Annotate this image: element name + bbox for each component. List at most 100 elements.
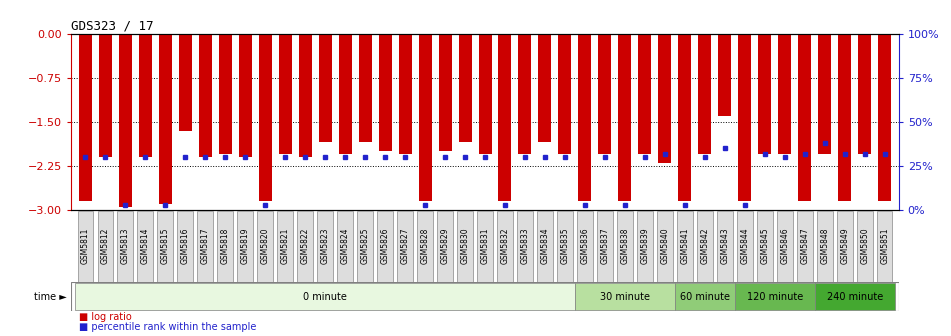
Text: GSM5811: GSM5811 bbox=[81, 228, 89, 264]
Text: GSM5814: GSM5814 bbox=[141, 228, 149, 264]
FancyBboxPatch shape bbox=[298, 211, 313, 282]
Text: GSM5848: GSM5848 bbox=[821, 228, 829, 264]
Bar bbox=[199, 34, 212, 157]
Bar bbox=[79, 34, 92, 201]
Text: GSM5850: GSM5850 bbox=[861, 228, 869, 264]
FancyBboxPatch shape bbox=[497, 211, 513, 282]
Bar bbox=[478, 34, 492, 154]
FancyBboxPatch shape bbox=[477, 211, 493, 282]
Bar bbox=[418, 34, 432, 201]
Text: GSM5851: GSM5851 bbox=[881, 228, 889, 264]
Bar bbox=[698, 34, 711, 154]
Text: GSM5839: GSM5839 bbox=[640, 228, 650, 264]
FancyBboxPatch shape bbox=[517, 211, 533, 282]
Text: GSM5815: GSM5815 bbox=[161, 228, 169, 264]
Text: GSM5826: GSM5826 bbox=[380, 228, 390, 264]
Bar bbox=[159, 34, 172, 204]
FancyBboxPatch shape bbox=[98, 211, 113, 282]
Text: GSM5840: GSM5840 bbox=[660, 228, 670, 264]
Text: GSM5823: GSM5823 bbox=[320, 228, 330, 264]
Bar bbox=[518, 34, 532, 154]
FancyBboxPatch shape bbox=[577, 211, 592, 282]
FancyBboxPatch shape bbox=[238, 211, 253, 282]
FancyBboxPatch shape bbox=[198, 211, 213, 282]
Bar bbox=[378, 34, 392, 151]
FancyBboxPatch shape bbox=[537, 211, 553, 282]
Bar bbox=[758, 34, 771, 154]
FancyBboxPatch shape bbox=[358, 211, 373, 282]
Text: GSM5844: GSM5844 bbox=[740, 228, 749, 264]
Text: GDS323 / 17: GDS323 / 17 bbox=[71, 19, 154, 33]
Text: 0 minute: 0 minute bbox=[303, 292, 347, 301]
FancyBboxPatch shape bbox=[118, 211, 133, 282]
FancyBboxPatch shape bbox=[597, 211, 612, 282]
Text: GSM5845: GSM5845 bbox=[760, 228, 769, 264]
Bar bbox=[359, 34, 372, 142]
Bar bbox=[219, 34, 232, 154]
Text: 60 minute: 60 minute bbox=[680, 292, 729, 301]
Text: GSM5847: GSM5847 bbox=[801, 228, 809, 264]
Bar bbox=[279, 34, 292, 154]
Text: time ►: time ► bbox=[34, 292, 67, 301]
Bar bbox=[339, 34, 352, 154]
Text: GSM5825: GSM5825 bbox=[360, 228, 370, 264]
FancyBboxPatch shape bbox=[278, 211, 293, 282]
FancyBboxPatch shape bbox=[617, 211, 632, 282]
Text: GSM5813: GSM5813 bbox=[121, 228, 129, 264]
FancyBboxPatch shape bbox=[637, 211, 652, 282]
Text: GSM5820: GSM5820 bbox=[261, 228, 270, 264]
FancyBboxPatch shape bbox=[178, 211, 193, 282]
Bar bbox=[119, 34, 132, 207]
Text: GSM5830: GSM5830 bbox=[460, 228, 470, 264]
Text: GSM5836: GSM5836 bbox=[580, 228, 590, 264]
Text: GSM5849: GSM5849 bbox=[841, 228, 849, 264]
Text: GSM5831: GSM5831 bbox=[480, 228, 490, 264]
FancyBboxPatch shape bbox=[457, 211, 473, 282]
Bar bbox=[558, 34, 572, 154]
FancyBboxPatch shape bbox=[797, 211, 812, 282]
Text: GSM5816: GSM5816 bbox=[181, 228, 190, 264]
FancyBboxPatch shape bbox=[378, 211, 393, 282]
Text: GSM5838: GSM5838 bbox=[620, 228, 630, 264]
FancyBboxPatch shape bbox=[737, 211, 752, 282]
Text: GSM5821: GSM5821 bbox=[281, 228, 290, 264]
Bar bbox=[538, 34, 552, 142]
Text: GSM5822: GSM5822 bbox=[301, 228, 310, 264]
FancyBboxPatch shape bbox=[675, 283, 735, 310]
Bar bbox=[578, 34, 592, 201]
Bar bbox=[319, 34, 332, 142]
Text: 120 minute: 120 minute bbox=[747, 292, 803, 301]
Text: GSM5832: GSM5832 bbox=[500, 228, 510, 264]
FancyBboxPatch shape bbox=[158, 211, 173, 282]
Bar bbox=[259, 34, 272, 201]
Bar bbox=[139, 34, 152, 157]
FancyBboxPatch shape bbox=[735, 283, 815, 310]
FancyBboxPatch shape bbox=[398, 211, 413, 282]
Bar bbox=[878, 34, 891, 201]
Bar bbox=[638, 34, 651, 154]
Text: GSM5828: GSM5828 bbox=[420, 228, 430, 264]
Text: GSM5843: GSM5843 bbox=[720, 228, 729, 264]
Bar bbox=[179, 34, 192, 131]
FancyBboxPatch shape bbox=[877, 211, 892, 282]
Text: GSM5827: GSM5827 bbox=[400, 228, 410, 264]
Bar bbox=[818, 34, 831, 154]
Bar bbox=[718, 34, 731, 116]
Text: GSM5818: GSM5818 bbox=[221, 228, 230, 264]
Text: GSM5824: GSM5824 bbox=[340, 228, 350, 264]
FancyBboxPatch shape bbox=[138, 211, 153, 282]
Text: GSM5829: GSM5829 bbox=[440, 228, 450, 264]
Bar bbox=[678, 34, 691, 201]
Text: GSM5842: GSM5842 bbox=[700, 228, 709, 264]
Bar bbox=[798, 34, 811, 201]
FancyBboxPatch shape bbox=[437, 211, 453, 282]
FancyBboxPatch shape bbox=[697, 211, 712, 282]
FancyBboxPatch shape bbox=[757, 211, 772, 282]
FancyBboxPatch shape bbox=[817, 211, 832, 282]
FancyBboxPatch shape bbox=[837, 211, 852, 282]
Bar bbox=[778, 34, 791, 154]
Text: GSM5812: GSM5812 bbox=[101, 228, 109, 264]
FancyBboxPatch shape bbox=[657, 211, 672, 282]
FancyBboxPatch shape bbox=[777, 211, 792, 282]
FancyBboxPatch shape bbox=[78, 211, 93, 282]
